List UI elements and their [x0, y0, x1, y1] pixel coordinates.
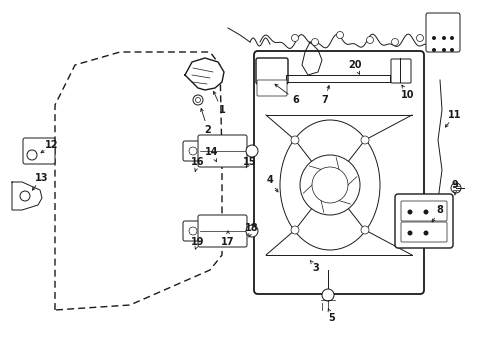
Circle shape — [407, 230, 412, 235]
Circle shape — [366, 36, 373, 44]
FancyBboxPatch shape — [253, 51, 423, 294]
Circle shape — [423, 210, 427, 215]
FancyBboxPatch shape — [390, 59, 410, 83]
Circle shape — [290, 226, 298, 234]
FancyBboxPatch shape — [257, 80, 286, 96]
Text: 9: 9 — [451, 180, 457, 190]
Circle shape — [416, 35, 423, 41]
Circle shape — [407, 210, 412, 215]
FancyBboxPatch shape — [183, 141, 203, 161]
Circle shape — [431, 36, 435, 40]
Text: 20: 20 — [347, 60, 361, 70]
Text: 16: 16 — [191, 157, 204, 167]
Text: 6: 6 — [292, 95, 299, 105]
Circle shape — [423, 230, 427, 235]
Circle shape — [360, 136, 368, 144]
Circle shape — [311, 167, 347, 203]
Circle shape — [391, 39, 398, 45]
Circle shape — [311, 39, 318, 45]
FancyBboxPatch shape — [400, 201, 446, 221]
Circle shape — [193, 95, 203, 105]
Text: 17: 17 — [221, 237, 234, 247]
Polygon shape — [184, 58, 224, 90]
FancyBboxPatch shape — [183, 221, 203, 241]
Circle shape — [189, 147, 197, 155]
Text: 19: 19 — [191, 237, 204, 247]
Text: 7: 7 — [321, 95, 328, 105]
Text: 8: 8 — [436, 205, 443, 215]
Circle shape — [449, 48, 453, 52]
Text: 15: 15 — [243, 157, 256, 167]
Polygon shape — [12, 182, 42, 210]
Circle shape — [441, 36, 445, 40]
Circle shape — [360, 226, 368, 234]
Text: 4: 4 — [266, 175, 273, 185]
Circle shape — [291, 35, 298, 41]
Text: 3: 3 — [312, 263, 319, 273]
FancyBboxPatch shape — [256, 58, 287, 84]
Circle shape — [245, 225, 258, 237]
Circle shape — [189, 227, 197, 235]
FancyBboxPatch shape — [394, 194, 452, 248]
FancyBboxPatch shape — [400, 222, 446, 242]
FancyBboxPatch shape — [23, 138, 55, 164]
Circle shape — [299, 155, 359, 215]
Circle shape — [245, 145, 258, 157]
Circle shape — [450, 183, 460, 193]
Circle shape — [290, 136, 298, 144]
Text: 11: 11 — [447, 110, 461, 120]
Text: 5: 5 — [328, 313, 335, 323]
FancyBboxPatch shape — [198, 135, 246, 167]
Circle shape — [27, 150, 37, 160]
Circle shape — [195, 98, 200, 103]
Circle shape — [449, 36, 453, 40]
Text: 2: 2 — [204, 125, 211, 135]
Circle shape — [441, 48, 445, 52]
FancyBboxPatch shape — [198, 215, 246, 247]
Ellipse shape — [280, 120, 379, 250]
Text: 1: 1 — [218, 105, 225, 115]
Text: 14: 14 — [205, 147, 218, 157]
Circle shape — [431, 48, 435, 52]
Circle shape — [321, 289, 333, 301]
Text: 18: 18 — [244, 223, 258, 233]
Text: 12: 12 — [45, 140, 59, 150]
Text: 13: 13 — [35, 173, 49, 183]
Text: 10: 10 — [401, 90, 414, 100]
FancyBboxPatch shape — [425, 13, 459, 52]
Circle shape — [336, 31, 343, 39]
Circle shape — [20, 191, 30, 201]
